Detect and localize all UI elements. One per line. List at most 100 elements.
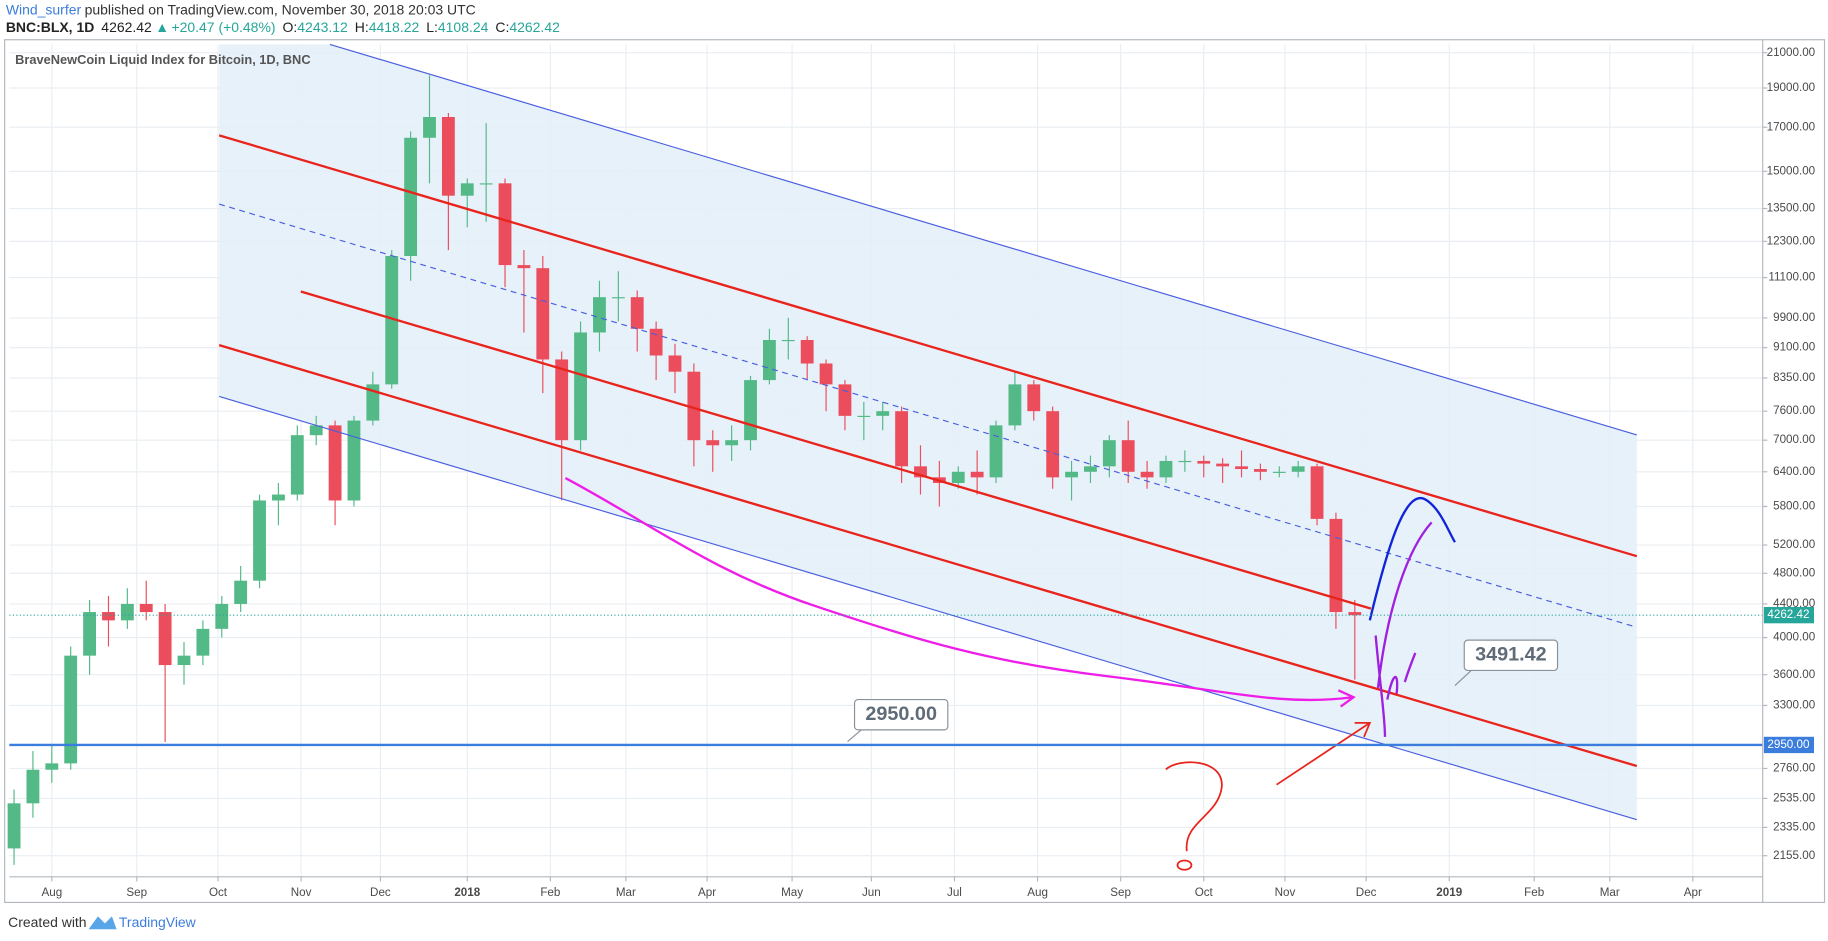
question-dot (1176, 859, 1193, 871)
x-tick-label: Jun (862, 886, 881, 899)
header-line-2: BNC:BLX, 1D 4262.42 ▲ +20.47 (+0.48%) O:4243… (6, 19, 560, 35)
candle-body (64, 655, 78, 764)
candle-body (498, 183, 512, 266)
price-tag-label: 4262.42 (1767, 608, 1809, 621)
question-mark (1165, 761, 1223, 852)
candle-body (762, 339, 776, 381)
x-tick-label: Nov (1275, 886, 1296, 899)
y-tick-label: 15000.00 (1767, 164, 1816, 177)
y-tick-label: 9100.00 (1773, 341, 1816, 354)
footer-created: Created with (8, 914, 86, 930)
callout-pointer (847, 728, 864, 742)
ohlc-value: 4243.12 (297, 19, 348, 35)
callout-label: 2950.00 (865, 703, 937, 725)
magenta-arrow (564, 477, 1356, 708)
candle-body (989, 425, 1003, 478)
y-tick-label: 4800.00 (1773, 566, 1816, 579)
candle-body (800, 339, 814, 364)
candle-body (1121, 440, 1135, 472)
y-tick-label: 4400.00 (1773, 597, 1816, 610)
candle-body (215, 603, 229, 629)
candle-body (781, 339, 795, 342)
ohlc-key: C: (495, 19, 509, 35)
candle-body (234, 580, 248, 604)
candle-body (1102, 440, 1116, 467)
candle-body (668, 355, 682, 372)
price-lines (9, 614, 1763, 747)
author[interactable]: Wind_surfer (6, 1, 82, 17)
x-tick-label: 2018 (454, 886, 480, 899)
ohlc-value: 4262.42 (509, 19, 560, 35)
y-tick-label: 7000.00 (1773, 433, 1816, 446)
channel-upper (329, 43, 1637, 436)
y-tick-label: 2760.00 (1773, 762, 1816, 775)
candle-body (1046, 411, 1060, 478)
candle-body (1216, 463, 1230, 467)
candle-body (895, 411, 909, 467)
candle-body (1272, 471, 1286, 473)
x-tick-label: Oct (1195, 886, 1214, 899)
candle-body (1197, 460, 1211, 464)
candle-body (574, 332, 587, 441)
callout-pointer (1454, 670, 1472, 687)
y-tick-label: 3300.00 (1773, 698, 1816, 711)
price-tag (1763, 606, 1815, 624)
candle-body (1235, 466, 1248, 470)
chart-frame (4, 39, 1826, 904)
y-tick-label: 13500.00 (1767, 202, 1816, 215)
y-tick-label: 5800.00 (1773, 500, 1816, 513)
candle-body (309, 425, 323, 436)
chart-title: BraveNewCoin Liquid Index for Bitcoin, 1… (15, 52, 310, 67)
candle-body (1008, 384, 1022, 426)
candle-body (366, 384, 380, 421)
candle-body (1065, 471, 1078, 478)
y-tick-label: 12300.00 (1767, 234, 1816, 247)
candle-body (196, 628, 210, 656)
candle-body (120, 603, 134, 621)
candle-body (1310, 466, 1324, 519)
red-line (300, 290, 1372, 610)
x-tick-label: Mar (616, 886, 636, 899)
callout-label: 3491.42 (1475, 644, 1547, 666)
candle-body (83, 612, 97, 656)
arrow: ▲ (155, 19, 169, 35)
candle-body (177, 655, 191, 666)
candle-body (7, 803, 21, 849)
x-tick-label: May (781, 886, 803, 899)
candle-body (687, 371, 701, 441)
candle-body (45, 763, 59, 770)
y-tick-label: 3600.00 (1773, 668, 1816, 681)
candle-body (744, 380, 757, 441)
tradingview-logo (88, 916, 117, 930)
candle-body (819, 363, 833, 385)
candle-body (423, 116, 436, 138)
candle-body (706, 440, 720, 446)
red-line (218, 344, 1638, 768)
last-price: 4262.42 (101, 19, 152, 35)
candle-body (328, 425, 342, 501)
x-tick-label: Apr (1684, 886, 1702, 899)
candle-body (26, 769, 40, 804)
ohlc-key: O: (283, 19, 298, 35)
candle-body (404, 137, 418, 257)
y-tick-label: 7600.00 (1773, 404, 1816, 417)
y-tick-label: 2535.00 (1773, 792, 1816, 805)
footer-brand[interactable]: TradingView (119, 914, 197, 930)
x-tick-label: Nov (291, 886, 312, 899)
candle-body (630, 297, 644, 329)
candle-body (593, 297, 606, 333)
purple-drawing (1374, 521, 1433, 737)
candle-body (139, 603, 153, 613)
y-tick-label: 9900.00 (1773, 311, 1816, 324)
header-line-1: Wind_surfer published on TradingView.com,… (6, 1, 476, 17)
channel-lower (219, 395, 1637, 821)
x-tick-label: 2019 (1436, 886, 1462, 899)
candle-body (725, 440, 739, 446)
ohlc-value: 4418.22 (369, 19, 420, 35)
candle-body (649, 328, 663, 356)
candle-body (857, 415, 871, 418)
candle-body (611, 297, 625, 299)
candle-body (460, 183, 474, 196)
drawings (218, 43, 1638, 871)
ohlc-key: L: (426, 19, 438, 35)
